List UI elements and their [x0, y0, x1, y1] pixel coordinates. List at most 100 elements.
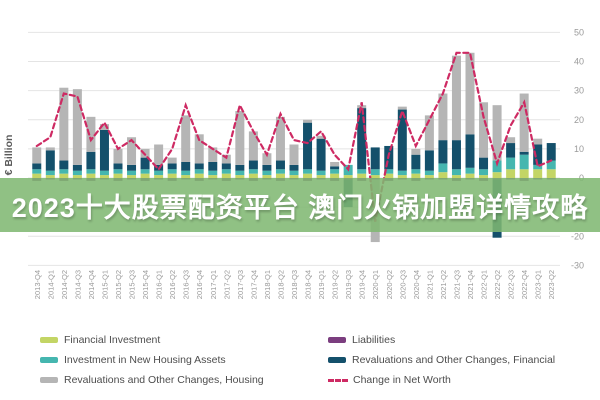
- y-axis-tick-label: -30: [571, 260, 584, 270]
- x-axis-tick-label: 2021-Q2: [439, 270, 448, 299]
- bar-segment: [194, 134, 204, 164]
- legend-label: Revaluations and Other Changes, Financia…: [352, 354, 556, 366]
- x-axis-tick-label: 2015-Q2: [114, 270, 123, 299]
- bar-segment: [167, 157, 177, 164]
- x-axis-tick-label: 2014-Q3: [73, 270, 82, 299]
- legend-label: Revaluations and Other Changes, Housing: [64, 374, 264, 386]
- bar-segment: [221, 173, 231, 178]
- legend-item: Investment in New Housing Assets: [40, 350, 264, 370]
- x-axis-tick-label: 2016-Q2: [168, 270, 177, 299]
- bar-segment: [465, 173, 475, 178]
- bar-segment: [384, 173, 394, 178]
- bar-segment: [167, 173, 177, 178]
- chart-canvas: 50403020100-10-20-30€ Billion2013-Q42014…: [3, 27, 584, 299]
- bar-segment: [262, 175, 272, 178]
- bar-segment: [194, 169, 204, 174]
- legend-color-swatch: [328, 357, 346, 363]
- bar-segment: [113, 163, 123, 170]
- legend-item: Revaluations and Other Changes, Housing: [40, 370, 264, 390]
- x-axis-tick-label: 2019-Q4: [358, 270, 367, 299]
- x-axis-tick-label: 2016-Q3: [182, 270, 191, 299]
- bar-segment: [479, 102, 489, 158]
- bar-segment: [181, 175, 191, 178]
- bar-segment: [194, 173, 204, 178]
- x-axis-tick-label: 2022-Q4: [520, 270, 529, 299]
- bar-segment: [451, 169, 461, 176]
- bar-segment: [330, 169, 340, 174]
- bar-segment: [235, 175, 245, 178]
- legend-dashed-line-swatch: [328, 378, 348, 382]
- y-axis-tick-label: 20: [574, 115, 584, 125]
- x-axis-tick-label: 2016-Q1: [155, 270, 164, 299]
- bar-segment: [330, 166, 340, 170]
- bar-segment: [546, 169, 556, 178]
- bar-segment: [424, 175, 434, 178]
- x-axis-tick-label: 2017-Q3: [236, 270, 245, 299]
- bar-segment: [45, 175, 55, 178]
- bar-segment: [465, 52, 475, 135]
- bar-segment: [59, 169, 69, 174]
- bar-segment: [32, 169, 42, 174]
- bar-segment: [357, 173, 367, 178]
- banner-text: 2023十大股票配资平台 澳门火锅加盟详情攻略: [11, 192, 589, 223]
- legend-color-swatch: [40, 337, 58, 343]
- y-axis-tick-label: 40: [574, 57, 584, 67]
- bar-segment: [113, 148, 123, 164]
- legend-item: Liabilities: [328, 330, 555, 350]
- bar-segment: [303, 169, 313, 174]
- bar-segment: [479, 175, 489, 178]
- bar-segment: [262, 164, 272, 171]
- bar-segment: [72, 89, 82, 165]
- bar-segment: [533, 144, 543, 165]
- bar-segment: [451, 55, 461, 141]
- bar-segment: [411, 169, 421, 174]
- bar-segment: [316, 170, 326, 176]
- x-axis-tick-label: 2021-Q4: [466, 270, 475, 299]
- x-axis-tick-label: 2014-Q1: [46, 270, 55, 299]
- bar-segment: [275, 173, 285, 178]
- x-axis-tick-label: 2017-Q1: [209, 270, 218, 299]
- bar-segment: [32, 163, 42, 170]
- bar-segment: [181, 170, 191, 176]
- x-axis-tick-label: 2015-Q3: [128, 270, 137, 299]
- bar-segment: [59, 173, 69, 178]
- x-axis-tick-label: 2013-Q4: [33, 270, 42, 299]
- bar-segment: [357, 169, 367, 174]
- bar-segment: [140, 173, 150, 178]
- x-axis-tick-label: 2020-Q1: [371, 270, 380, 299]
- bar-segment: [492, 172, 502, 178]
- y-axis-tick-label: -20: [571, 231, 584, 241]
- x-axis-tick-label: 2020-Q3: [398, 270, 407, 299]
- bar-segment: [248, 160, 258, 170]
- bar-segment: [411, 154, 421, 170]
- bar-segment: [411, 148, 421, 155]
- bar-segment: [127, 137, 137, 165]
- bar-segment: [370, 147, 380, 170]
- bar-segment: [72, 170, 82, 176]
- bar-segment: [181, 115, 191, 162]
- bar-segment: [86, 151, 96, 170]
- x-axis-tick-label: 2015-Q1: [100, 270, 109, 299]
- bar-segment: [397, 175, 407, 178]
- bar-segment: [533, 169, 543, 178]
- bar-segment: [438, 140, 448, 164]
- bar-segment: [154, 170, 164, 176]
- bar-segment: [533, 138, 543, 145]
- x-axis-tick-label: 2014-Q2: [60, 270, 69, 299]
- legend-column-left: Financial Investment Investment in New Ho…: [40, 330, 264, 390]
- bar-segment: [208, 175, 218, 178]
- x-axis-tick-label: 2018-Q3: [290, 270, 299, 299]
- bar-segment: [370, 175, 380, 178]
- bar-segment: [86, 116, 96, 152]
- bar-segment: [45, 147, 55, 151]
- legend-label: Change in Net Worth: [353, 374, 451, 386]
- bar-segment: [208, 170, 218, 176]
- bar-segment: [289, 175, 299, 178]
- bar-segment: [546, 143, 556, 161]
- bar-segment: [113, 173, 123, 178]
- x-axis-tick-label: 2018-Q2: [276, 270, 285, 299]
- bar-segment: [438, 172, 448, 178]
- bar-segment: [99, 170, 109, 176]
- bar-segment: [289, 164, 299, 171]
